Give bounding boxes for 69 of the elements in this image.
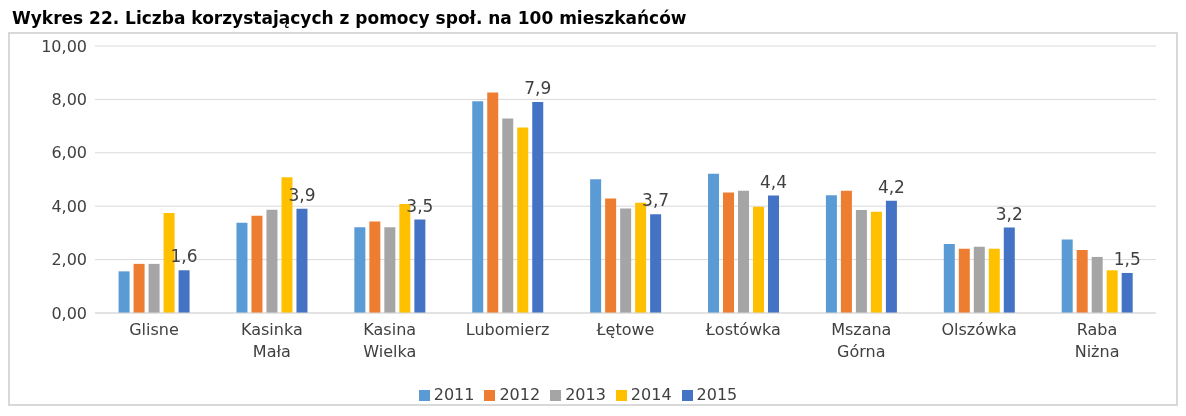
bar [236, 222, 248, 313]
x-tick-label: Kasinka Mała [240, 320, 303, 361]
data-label: 4,4 [760, 171, 788, 192]
data-label: 7,9 [524, 78, 552, 99]
bar [1121, 272, 1133, 313]
x-tick-label: Lubomierz [465, 320, 550, 339]
legend-label: 2014 [630, 385, 672, 404]
bar [605, 198, 617, 313]
bar [870, 211, 882, 313]
bar [266, 209, 278, 313]
bar [354, 227, 366, 313]
bar [369, 221, 381, 313]
bar [855, 209, 867, 313]
legend-label: 2013 [565, 385, 606, 404]
bar [840, 190, 852, 313]
data-label: 3,2 [995, 203, 1023, 224]
bar [768, 195, 780, 313]
x-tick-label: Raba Niżna [1074, 320, 1120, 361]
legend-label: 2011 [433, 385, 475, 404]
data-label: 4,2 [877, 176, 905, 197]
bar [885, 200, 897, 313]
bar [1091, 256, 1103, 313]
bar [517, 127, 529, 313]
y-tick-label: 2,00 [51, 250, 87, 270]
legend-label: 2012 [499, 385, 541, 404]
bar [708, 173, 720, 313]
bar [296, 208, 308, 313]
bar [118, 271, 130, 313]
bar [148, 263, 160, 313]
bar [753, 206, 765, 313]
bar [414, 219, 426, 313]
bar [738, 190, 750, 313]
bar [1003, 227, 1015, 313]
y-tick-label: 10,00 [41, 36, 87, 56]
bar [532, 102, 544, 313]
chart-title: Wykres 22. Liczba korzystających z pomocy społ. na 100 mieszkańców [11, 8, 688, 30]
legend-label: 2015 [696, 385, 738, 404]
x-tick-label: Kasina Wielka [363, 320, 417, 361]
x-tick-label: Mszana Górna [831, 320, 892, 361]
x-tick-label: Glisne [129, 320, 179, 339]
bar [958, 248, 970, 313]
bar [502, 118, 514, 313]
bar [943, 244, 955, 313]
bar [178, 270, 190, 313]
bar [650, 214, 662, 313]
bar [988, 248, 1000, 313]
bar [723, 192, 735, 313]
x-tick-label: Łostówka [704, 320, 781, 339]
data-label: 3,5 [406, 195, 434, 216]
y-tick-label: 0,00 [51, 303, 87, 323]
data-label: 3,7 [642, 190, 670, 211]
bar [487, 92, 499, 313]
x-tick-label: Olszówka [941, 320, 1017, 339]
y-tick-label: 8,00 [51, 90, 87, 110]
bar [620, 208, 632, 313]
bar [973, 246, 985, 313]
y-tick-label: 6,00 [51, 143, 87, 163]
y-tick-label: 4,00 [51, 196, 87, 216]
bar [590, 179, 602, 313]
bar [825, 195, 837, 313]
bar [1061, 239, 1073, 313]
bar [133, 263, 145, 313]
data-label: 1,5 [1113, 248, 1141, 269]
bar [251, 215, 263, 313]
bar [1106, 270, 1118, 313]
bar [472, 101, 484, 313]
bar [384, 227, 396, 313]
bar [1076, 249, 1088, 313]
x-tick-label: Łętowe [595, 320, 655, 339]
